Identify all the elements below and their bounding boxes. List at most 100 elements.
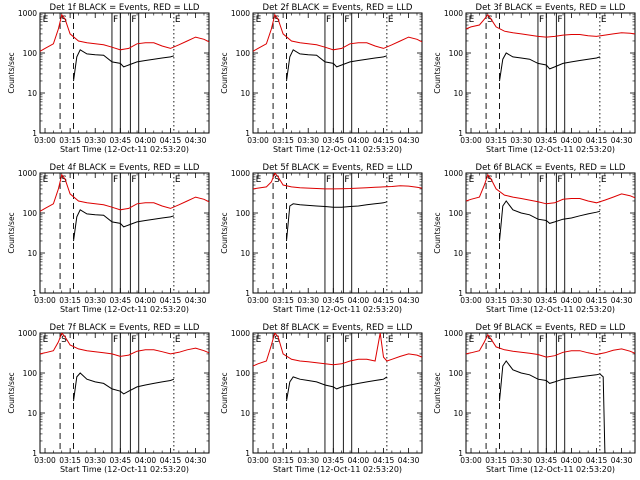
chart-panel-7: Det 7f BLACK = Events, RED = LLD 1 10 100 10… (7, 323, 210, 474)
y-tick-label: 1 (32, 289, 37, 298)
x-tick-label: 04:30 (611, 296, 633, 305)
marker-lines (485, 173, 601, 293)
marker-label-F: F (344, 175, 349, 185)
x-axis-label: Start Time (12-Oct-11 02:53:20) (273, 465, 402, 474)
chart-title: Det 2f BLACK = Events, RED = LLD (263, 3, 413, 13)
x-tick-label: 03:15 (485, 136, 507, 145)
x-tick-label: 04:30 (398, 296, 420, 305)
lld-series-line (466, 333, 635, 358)
marker-label-E: E (388, 335, 394, 345)
marker-label-E: E (256, 335, 262, 345)
chart-panel-2: Det 2f BLACK = Events, RED = LLD 1 10 100 10… (220, 3, 423, 154)
marker-label-E: E (601, 15, 607, 25)
marker-label-F: F (326, 335, 331, 345)
x-tick-label: 03:00 (34, 456, 56, 465)
marker-label-S: S (487, 175, 493, 185)
x-tick-label: 03:45 (536, 456, 558, 465)
y-axis-label: Counts/sec (220, 52, 229, 93)
marker-label-E: E (43, 175, 49, 185)
x-tick-label: 03:00 (460, 456, 482, 465)
x-tick-label: 03:45 (323, 456, 345, 465)
plot-frame (252, 12, 423, 134)
series-group (40, 173, 209, 242)
y-tick-label: 10 (27, 409, 37, 418)
x-tick-label: 03:30 (297, 296, 319, 305)
events-series-line (499, 200, 601, 242)
chart-panel-6: Det 6f BLACK = Events, RED = LLD 1 10 100 10… (433, 163, 636, 314)
x-tick-label: 04:30 (611, 136, 633, 145)
y-tick-label: 100 (449, 209, 464, 218)
y-axis-label: Counts/sec (7, 52, 16, 93)
y-axis-label: Counts/sec (7, 212, 16, 253)
marker-label-E: E (601, 335, 607, 345)
marker-label-S: S (487, 335, 493, 345)
x-tick-label: 03:30 (510, 456, 532, 465)
x-axis-label: Start Time (12-Oct-11 02:53:20) (60, 465, 189, 474)
marker-label-F: F (113, 15, 118, 25)
x-tick-label: 03:45 (110, 136, 132, 145)
x-tick-label: 04:30 (398, 456, 420, 465)
lld-series-line (466, 173, 635, 205)
x-tick-label: 04:15 (586, 456, 608, 465)
x-tick-label: 03:15 (272, 456, 294, 465)
marker-label-E: E (256, 15, 262, 25)
x-tick-label: 03:00 (247, 296, 269, 305)
y-axis-label: Counts/sec (220, 212, 229, 253)
x-tick-label: 03:00 (247, 456, 269, 465)
marker-label-F: F (131, 15, 136, 25)
x-tick-label: 03:30 (84, 296, 106, 305)
y-tick-label: 1000 (231, 329, 250, 338)
x-tick-label: 03:00 (34, 296, 56, 305)
marker-label-F: F (344, 15, 349, 25)
chart-panel-1: Det 1f BLACK = Events, RED = LLD 1 10 100 10… (7, 3, 210, 154)
marker-label-S: S (61, 15, 67, 25)
y-axis-label: Counts/sec (7, 372, 16, 413)
x-tick-label: 04:00 (561, 296, 583, 305)
marker-label-S: S (274, 175, 280, 185)
plot-frame (39, 12, 210, 134)
x-tick-label: 04:15 (373, 296, 395, 305)
y-tick-label: 1 (32, 449, 37, 458)
plot-frame (252, 172, 423, 294)
x-tick-label: 03:30 (297, 456, 319, 465)
y-tick-label: 1000 (231, 169, 250, 178)
series-group (466, 173, 635, 242)
x-tick-label: 04:00 (348, 456, 370, 465)
x-tick-label: 03:15 (59, 296, 81, 305)
chart-panel-8: Det 8f BLACK = Events, RED = LLD 1 10 100 10… (220, 323, 423, 474)
marker-label-F: F (344, 335, 349, 345)
marker-label-F: F (557, 175, 562, 185)
plot-frame (465, 12, 636, 134)
series-group (253, 173, 422, 242)
x-tick-label: 04:00 (135, 456, 157, 465)
x-tick-label: 03:30 (297, 136, 319, 145)
marker-label-S: S (61, 175, 67, 185)
chart-panel-3: Det 3f BLACK = Events, RED = LLD 1 10 100 10… (433, 3, 636, 154)
x-tick-label: 04:30 (185, 136, 207, 145)
marker-label-E: E (388, 15, 394, 25)
marker-label-F: F (539, 175, 544, 185)
marker-label-F: F (113, 335, 118, 345)
x-tick-label: 03:15 (59, 456, 81, 465)
chart-title: Det 9f BLACK = Events, RED = LLD (476, 323, 626, 333)
lld-series-line (253, 173, 422, 190)
chart-title: Det 3f BLACK = Events, RED = LLD (476, 3, 626, 13)
chart-panel-9: Det 9f BLACK = Events, RED = LLD 1 10 100 10… (433, 323, 636, 474)
y-tick-label: 1 (458, 289, 463, 298)
marker-label-F: F (539, 15, 544, 25)
y-tick-label: 1000 (18, 169, 37, 178)
x-axis-label: Start Time (12-Oct-11 02:53:20) (486, 465, 615, 474)
marker-label-E: E (388, 175, 394, 185)
y-tick-label: 1000 (444, 169, 463, 178)
plot-frame (465, 332, 636, 454)
x-tick-label: 04:30 (185, 456, 207, 465)
y-tick-label: 10 (453, 89, 463, 98)
x-tick-label: 03:45 (536, 136, 558, 145)
y-tick-label: 10 (27, 249, 37, 258)
series-group (40, 13, 209, 82)
x-tick-label: 03:45 (323, 296, 345, 305)
x-tick-label: 04:30 (611, 456, 633, 465)
y-tick-label: 1000 (231, 9, 250, 18)
marker-label-F: F (326, 15, 331, 25)
